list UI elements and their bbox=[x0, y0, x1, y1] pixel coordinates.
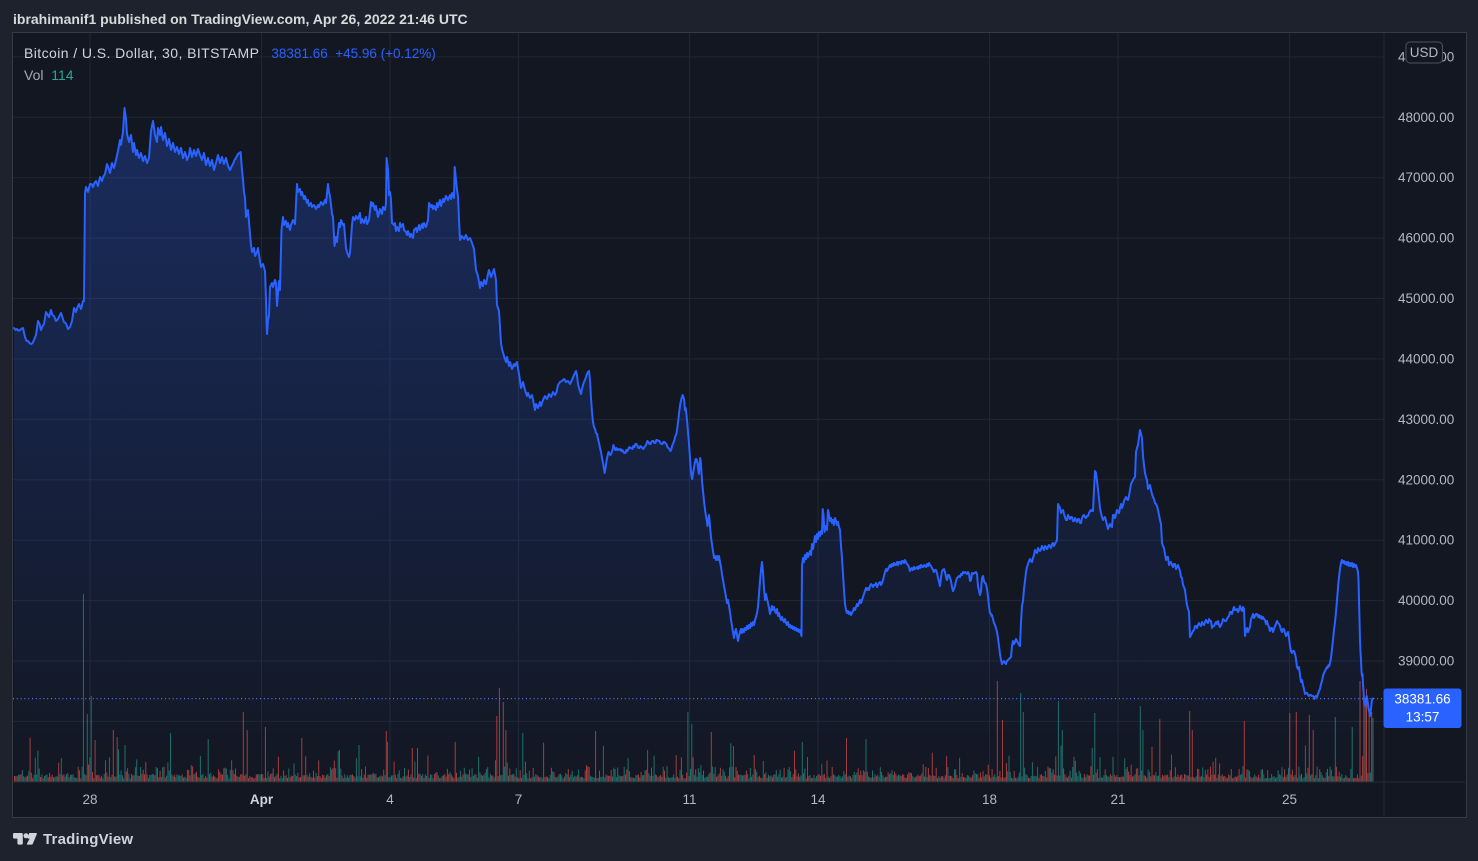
svg-text:13:57: 13:57 bbox=[1406, 710, 1440, 725]
svg-text:38381.66: 38381.66 bbox=[1394, 692, 1450, 707]
svg-text:48000.00: 48000.00 bbox=[1398, 110, 1454, 125]
svg-text:39000.00: 39000.00 bbox=[1398, 654, 1454, 669]
svg-text:46000.00: 46000.00 bbox=[1398, 231, 1454, 246]
svg-text:25: 25 bbox=[1282, 792, 1297, 807]
svg-text:18: 18 bbox=[982, 792, 997, 807]
svg-text:42000.00: 42000.00 bbox=[1398, 472, 1454, 487]
svg-text:4: 4 bbox=[386, 792, 394, 807]
svg-text:21: 21 bbox=[1110, 792, 1125, 807]
svg-text:40000.00: 40000.00 bbox=[1398, 593, 1454, 608]
svg-text:41000.00: 41000.00 bbox=[1398, 533, 1454, 548]
svg-text:USD: USD bbox=[1410, 45, 1439, 60]
svg-text:Apr: Apr bbox=[250, 792, 274, 807]
svg-text:11: 11 bbox=[682, 792, 696, 807]
svg-text:45000.00: 45000.00 bbox=[1398, 291, 1454, 306]
svg-text:14: 14 bbox=[810, 792, 826, 807]
svg-text:43000.00: 43000.00 bbox=[1398, 412, 1454, 427]
svg-text:44000.00: 44000.00 bbox=[1398, 351, 1454, 366]
svg-text:47000.00: 47000.00 bbox=[1398, 170, 1454, 185]
svg-text:7: 7 bbox=[515, 792, 523, 807]
svg-text:28: 28 bbox=[82, 792, 97, 807]
